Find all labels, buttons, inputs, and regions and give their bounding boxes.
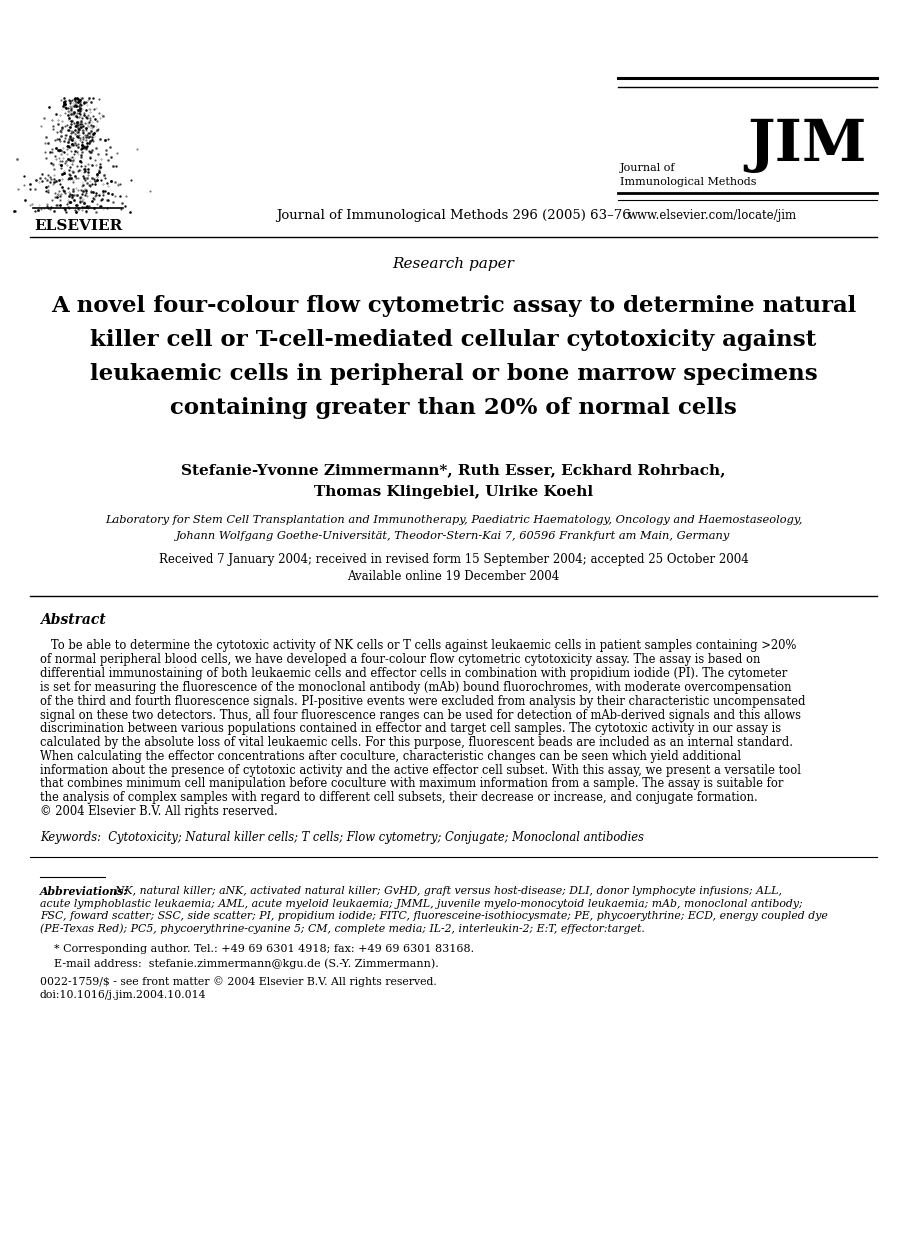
Text: Keywords:  Cytotoxicity; Natural killer cells; T cells; Flow cytometry; Conjugat: Keywords: Cytotoxicity; Natural killer c… (40, 831, 644, 844)
Text: Research paper: Research paper (393, 258, 514, 271)
Text: JIM: JIM (747, 118, 867, 173)
Text: Journal of
Immunological Methods: Journal of Immunological Methods (620, 163, 756, 187)
Text: Received 7 January 2004; received in revised form 15 September 2004; accepted 25: Received 7 January 2004; received in rev… (159, 553, 748, 567)
Text: the analysis of complex samples with regard to different cell subsets, their dec: the analysis of complex samples with reg… (40, 791, 757, 805)
Text: killer cell or T-cell-mediated cellular cytotoxicity against: killer cell or T-cell-mediated cellular … (91, 329, 816, 352)
Text: Johann Wolfgang Goethe-Universität, Theodor-Stern-Kai 7, 60596 Frankfurt am Main: Johann Wolfgang Goethe-Universität, Theo… (176, 531, 731, 541)
Text: Journal of Immunological Methods 296 (2005) 63–76: Journal of Immunological Methods 296 (20… (276, 208, 631, 222)
Text: is set for measuring the fluorescence of the monoclonal antibody (mAb) bound flu: is set for measuring the fluorescence of… (40, 681, 792, 695)
Text: ELSEVIER: ELSEVIER (34, 219, 122, 234)
Text: Available online 19 December 2004: Available online 19 December 2004 (347, 569, 560, 583)
Text: acute lymphoblastic leukaemia; AML, acute myeloid leukaemia; JMML, juvenile myel: acute lymphoblastic leukaemia; AML, acut… (40, 899, 803, 909)
Text: Stefanie-Yvonne Zimmermann*, Ruth Esser, Eckhard Rohrbach,: Stefanie-Yvonne Zimmermann*, Ruth Esser,… (181, 463, 726, 477)
Text: Abstract: Abstract (40, 613, 106, 626)
Text: discrimination between various populations contained in effector and target cell: discrimination between various populatio… (40, 722, 781, 735)
Text: FSC, foward scatter; SSC, side scatter; PI, propidium iodide; FITC, fluoresceine: FSC, foward scatter; SSC, side scatter; … (40, 911, 828, 921)
Text: Laboratory for Stem Cell Transplantation and Immunotherapy, Paediatric Haematolo: Laboratory for Stem Cell Transplantation… (105, 515, 802, 525)
Text: Abbreviations:: Abbreviations: (40, 886, 128, 896)
Text: When calculating the effector concentrations after coculture, characteristic cha: When calculating the effector concentrat… (40, 750, 741, 763)
Text: A novel four-colour flow cytometric assay to determine natural: A novel four-colour flow cytometric assa… (51, 295, 856, 317)
Text: To be able to determine the cytotoxic activity of NK cells or T cells against le: To be able to determine the cytotoxic ac… (40, 640, 796, 652)
Text: information about the presence of cytotoxic activity and the active effector cel: information about the presence of cytoto… (40, 764, 801, 776)
Text: NK, natural killer; aNK, activated natural killer; GvHD, graft versus host-disea: NK, natural killer; aNK, activated natur… (108, 886, 782, 896)
Text: Thomas Klingebiel, Ulrike Koehl: Thomas Klingebiel, Ulrike Koehl (314, 485, 593, 499)
Text: of the third and fourth fluorescence signals. PI-positive events were excluded f: of the third and fourth fluorescence sig… (40, 695, 805, 708)
Text: signal on these two detectors. Thus, all four fluorescence ranges can be used fo: signal on these two detectors. Thus, all… (40, 708, 801, 722)
Text: 0022-1759/$ - see front matter © 2004 Elsevier B.V. All rights reserved.: 0022-1759/$ - see front matter © 2004 El… (40, 976, 437, 987)
Text: containing greater than 20% of normal cells: containing greater than 20% of normal ce… (171, 397, 736, 418)
Text: (PE-Texas Red); PC5, phycoerythrine-cyanine 5; CM, complete media; IL-2, interle: (PE-Texas Red); PC5, phycoerythrine-cyan… (40, 924, 645, 935)
Text: differential immunostaining of both leukaemic cells and effector cells in combin: differential immunostaining of both leuk… (40, 667, 787, 680)
Text: www.elsevier.com/locate/jim: www.elsevier.com/locate/jim (628, 208, 797, 222)
Text: calculated by the absolute loss of vital leukaemic cells. For this purpose, fluo: calculated by the absolute loss of vital… (40, 737, 793, 749)
Text: doi:10.1016/j.jim.2004.10.014: doi:10.1016/j.jim.2004.10.014 (40, 990, 207, 1000)
Text: leukaemic cells in peripheral or bone marrow specimens: leukaemic cells in peripheral or bone ma… (90, 363, 817, 385)
Text: © 2004 Elsevier B.V. All rights reserved.: © 2004 Elsevier B.V. All rights reserved… (40, 805, 278, 818)
Text: * Corresponding author. Tel.: +49 69 6301 4918; fax: +49 69 6301 83168.: * Corresponding author. Tel.: +49 69 630… (40, 945, 474, 954)
Text: that combines minimum cell manipulation before coculture with maximum informatio: that combines minimum cell manipulation … (40, 777, 784, 791)
Text: E-mail address:  stefanie.zimmermann@kgu.de (S.-Y. Zimmermann).: E-mail address: stefanie.zimmermann@kgu.… (40, 958, 439, 968)
Text: of normal peripheral blood cells, we have developed a four-colour flow cytometri: of normal peripheral blood cells, we hav… (40, 654, 760, 666)
